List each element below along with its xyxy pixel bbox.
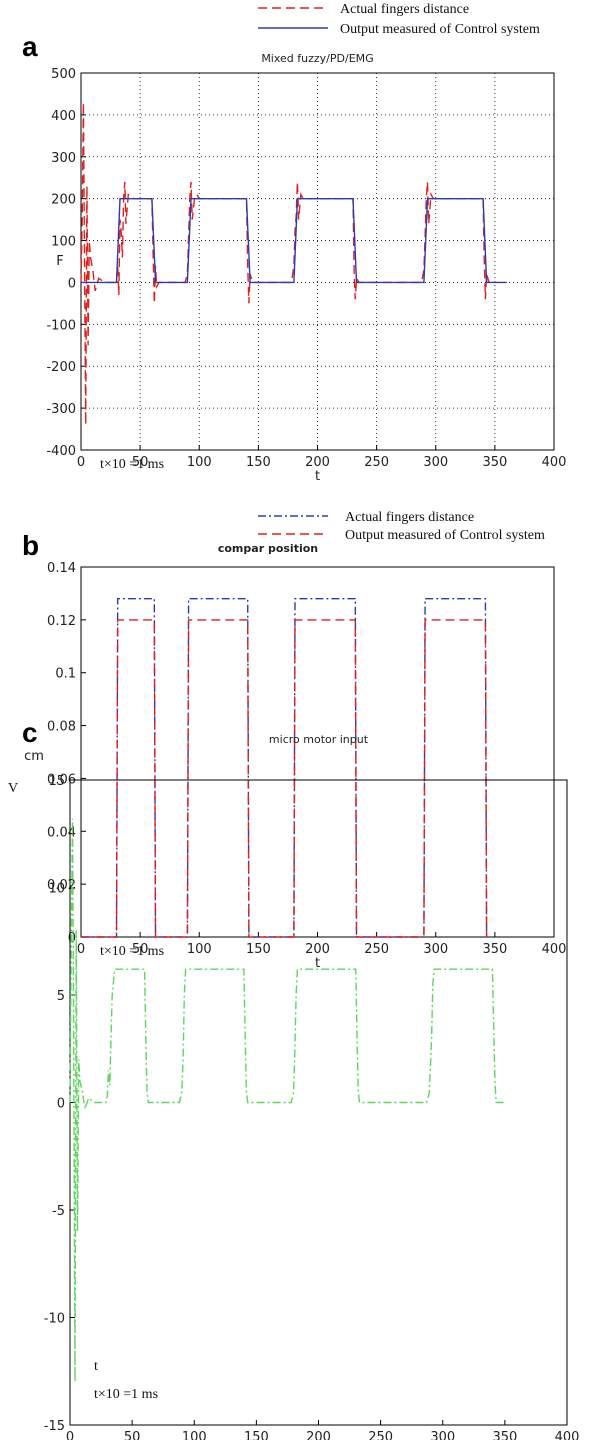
legend-label: Actual fingers distance: [345, 510, 474, 525]
x-tick-label: 250: [364, 942, 389, 957]
x-tick-label: 300: [423, 455, 448, 470]
panel-letter: b: [22, 530, 39, 561]
chart-title: compar position: [218, 542, 318, 555]
grid: [81, 73, 554, 450]
x-tick-label: 100: [187, 942, 212, 957]
y-tick-label: 0.06: [47, 772, 76, 787]
x-tick-label: 0: [77, 455, 85, 470]
series-line-1: [81, 197, 507, 284]
x-tick-label: 150: [246, 455, 271, 470]
y-tick-label: 300: [51, 151, 76, 166]
y-tick-label: 0.04: [47, 825, 76, 840]
series-line-0: [69, 818, 505, 1383]
y-tick-label: 0.02: [47, 878, 76, 893]
y-tick-label: -300: [46, 402, 76, 417]
y-tick-label: -5: [52, 1204, 65, 1219]
x-tick-label: 350: [492, 1430, 517, 1440]
y-tick-label: -15: [44, 1419, 65, 1434]
x-axis-label: t: [315, 469, 320, 484]
y-tick-label: 0.08: [47, 720, 76, 735]
x-tick-label: 50: [124, 1430, 141, 1440]
series-line-0: [80, 102, 495, 425]
y-tick-label: 0: [68, 276, 76, 291]
x-tick-label: 300: [423, 942, 448, 957]
series-line-0: [81, 598, 488, 938]
x-tick-label: 250: [368, 1430, 393, 1440]
y-tick-label: 10: [48, 882, 65, 897]
y-tick-label: 0.14: [47, 561, 76, 576]
x-axis-label: t: [94, 1359, 98, 1374]
y-tick-label: -400: [46, 444, 76, 459]
y-axis-label: F: [56, 254, 63, 269]
x-tick-label: 50: [132, 942, 149, 957]
y-tick-label: 0.12: [47, 614, 76, 629]
y-axis-label: V: [8, 781, 18, 796]
y-tick-label: 200: [51, 193, 76, 208]
plot-frame: [80, 566, 555, 938]
x-tick-label: 0: [66, 1430, 74, 1440]
chart-title: micro motor input: [269, 733, 369, 746]
y-tick-label: 0.1: [55, 667, 76, 682]
y-tick-label: 400: [51, 109, 76, 124]
y-tick-label: 100: [51, 235, 76, 250]
time-scale-note: t×10 =1 ms: [100, 944, 164, 959]
x-tick-label: 200: [305, 942, 330, 957]
x-tick-label: 50: [132, 455, 149, 470]
y-axis-label: cm: [24, 749, 44, 764]
y-tick-label: 15: [48, 774, 65, 789]
x-tick-label: 350: [482, 455, 507, 470]
legend-label: Output measured of Control system: [340, 22, 540, 37]
x-tick-label: 150: [246, 942, 271, 957]
chart-title: Mixed fuzzy/PD/EMG: [261, 52, 373, 65]
legend-label: Actual fingers distance: [340, 2, 469, 17]
x-tick-label: 400: [542, 455, 567, 470]
chart-panel-b: b compar position Actual fingers distance O…: [22, 510, 566, 971]
x-tick-label: 250: [364, 455, 389, 470]
time-scale-note: t×10 =1 ms: [94, 1387, 158, 1402]
y-tick-label: -10: [44, 1312, 65, 1327]
plot-frame: [69, 779, 568, 1426]
y-tick-label: -200: [46, 360, 76, 375]
x-tick-label: 400: [555, 1430, 580, 1440]
legend: Actual fingers distance Output measured o…: [258, 2, 540, 37]
x-tick-label: 400: [542, 942, 567, 957]
x-tick-label: 0: [77, 942, 85, 957]
y-tick-label: 500: [51, 67, 76, 82]
x-tick-label: 100: [187, 455, 212, 470]
x-tick-label: 200: [306, 1430, 331, 1440]
x-tick-label: 300: [430, 1430, 455, 1440]
x-tick-label: 200: [305, 455, 330, 470]
legend: Actual fingers distance Output measured o…: [258, 510, 545, 543]
time-scale-note: t×10 =1 ms: [100, 457, 164, 472]
y-tick-label: -100: [46, 318, 76, 333]
chart-panel-a: a Mixed fuzzy/PD/EMG Actual fingers distan…: [22, 2, 566, 484]
legend-label: Output measured of Control system: [345, 528, 545, 543]
x-tick-label: 350: [482, 942, 507, 957]
y-tick-label: 5: [57, 989, 65, 1004]
y-tick-label: 0: [57, 1097, 65, 1112]
panel-letter: a: [22, 31, 38, 62]
x-axis-label: t: [315, 956, 320, 971]
series-line-1: [81, 619, 488, 938]
x-tick-label: 150: [244, 1430, 269, 1440]
panel-letter: c: [22, 717, 38, 748]
x-tick-label: 100: [182, 1430, 207, 1440]
